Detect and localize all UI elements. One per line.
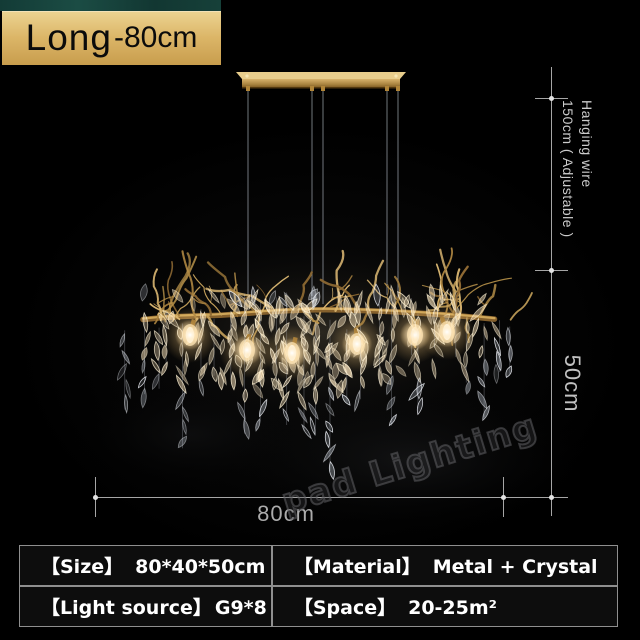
dimension-dot (93, 495, 98, 500)
spec-cell-light-source: 【Light source】 G9*8 (19, 586, 272, 627)
width-label: 80cm (257, 501, 315, 526)
vertical-dimension-line (551, 67, 552, 516)
spec-key-material: 【Material】 (293, 556, 421, 578)
width-dimension-line (95, 497, 568, 498)
spec-value-light-source: G9*8 (214, 597, 267, 619)
spec-key-light-source: 【Light source】 (41, 597, 212, 619)
hanging-wire-label: Hanging wire 150cm ( Adjustable ) (558, 100, 596, 272)
variant-badge: Long -80cm (2, 11, 221, 65)
spec-value-space: 20-25m² (408, 597, 497, 619)
dimension-dot (549, 268, 554, 273)
spec-cell-material: 【Material】 Metal + Crystal (271, 545, 618, 586)
spec-cell-space: 【Space】 20-25m² (271, 586, 618, 627)
dimension-dot (549, 96, 554, 101)
dimension-dot (549, 495, 554, 500)
spec-key-size: 【Size】 (41, 556, 124, 578)
dimension-dot (501, 495, 506, 500)
spec-key-space: 【Space】 (293, 597, 397, 619)
hanging-wire-label-line1: Hanging wire (579, 100, 595, 188)
height-label: 50cm (560, 354, 585, 413)
spec-cell-size: 【Size】 80*40*50cm (19, 545, 272, 586)
spec-row-1: 【Size】 80*40*50cm 【Material】 Metal + Cryst… (19, 545, 618, 586)
spec-value-size: 80*40*50cm (135, 556, 266, 578)
spec-row-2: 【Light source】 G9*8 【Space】 20-25m² (19, 586, 618, 627)
hanging-wire-label-line2: 150cm ( Adjustable ) (560, 100, 576, 238)
badge-accent-strip (0, 0, 221, 11)
spec-table: 【Size】 80*40*50cm 【Material】 Metal + Cryst… (19, 545, 618, 627)
variant-size-label: -80cm (113, 21, 198, 54)
spec-value-material: Metal + Crystal (432, 556, 598, 578)
variant-series-label: Long (25, 17, 112, 58)
